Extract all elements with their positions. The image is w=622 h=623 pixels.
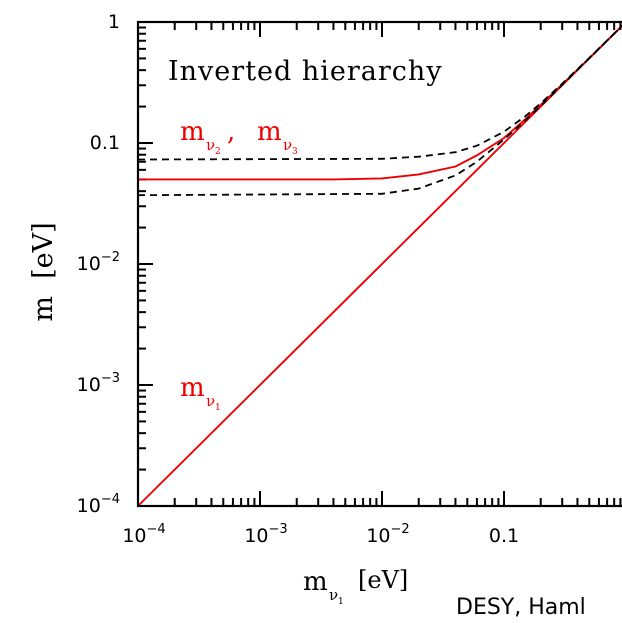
x-tick-label: 10−3 xyxy=(244,522,287,547)
x-axis-label: m ν 1 [eV] xyxy=(303,566,408,607)
series-layer xyxy=(137,24,622,507)
y-tick-label: 0.1 xyxy=(90,132,120,154)
series-line-2 xyxy=(137,24,622,507)
x-label-nu: ν xyxy=(329,586,338,604)
series-line-4 xyxy=(137,24,622,197)
annotation-inverted-hierarchy: Inverted hierarchy xyxy=(168,56,443,87)
y-tick-label: 10−4 xyxy=(77,492,120,517)
plot-frame xyxy=(136,20,622,508)
series-label-m1: m ν 1 xyxy=(180,373,221,413)
y-tick-label: 1 xyxy=(108,11,120,33)
label-sub2: 2 xyxy=(215,147,221,157)
series-line-1 xyxy=(138,24,622,181)
label-comma: , xyxy=(227,117,235,147)
label-m3: m xyxy=(257,117,282,147)
axis-ticks xyxy=(137,21,622,507)
x-tick-label: 10−2 xyxy=(366,522,409,547)
label-m1: m xyxy=(180,373,205,403)
label-nu3: ν xyxy=(283,136,292,154)
x-tick-label: 0.1 xyxy=(489,525,519,547)
x-tick-label: 10−4 xyxy=(122,522,165,547)
x-label-sub1: 1 xyxy=(338,597,344,607)
y-tick-label: 10−3 xyxy=(77,371,120,396)
label-m2: m xyxy=(180,117,205,147)
series-label-m2-m3: m ν 2 , m ν 3 xyxy=(180,117,298,157)
tick-labels: 10−4 10−3 10−2 0.1 10−4 10−3 10−2 0.1 1 xyxy=(77,11,519,547)
label-sub1: 1 xyxy=(215,403,221,413)
y-axis-label: m [eV] xyxy=(28,222,59,321)
footer-text: DESY, Haml xyxy=(456,595,586,620)
label-nu2: ν xyxy=(206,136,215,154)
label-nu1: ν xyxy=(206,392,215,410)
y-tick-label: 10−2 xyxy=(77,250,120,275)
x-label-m: m xyxy=(303,567,328,597)
label-sub3: 3 xyxy=(292,147,298,157)
x-label-unit: [eV] xyxy=(358,566,408,594)
